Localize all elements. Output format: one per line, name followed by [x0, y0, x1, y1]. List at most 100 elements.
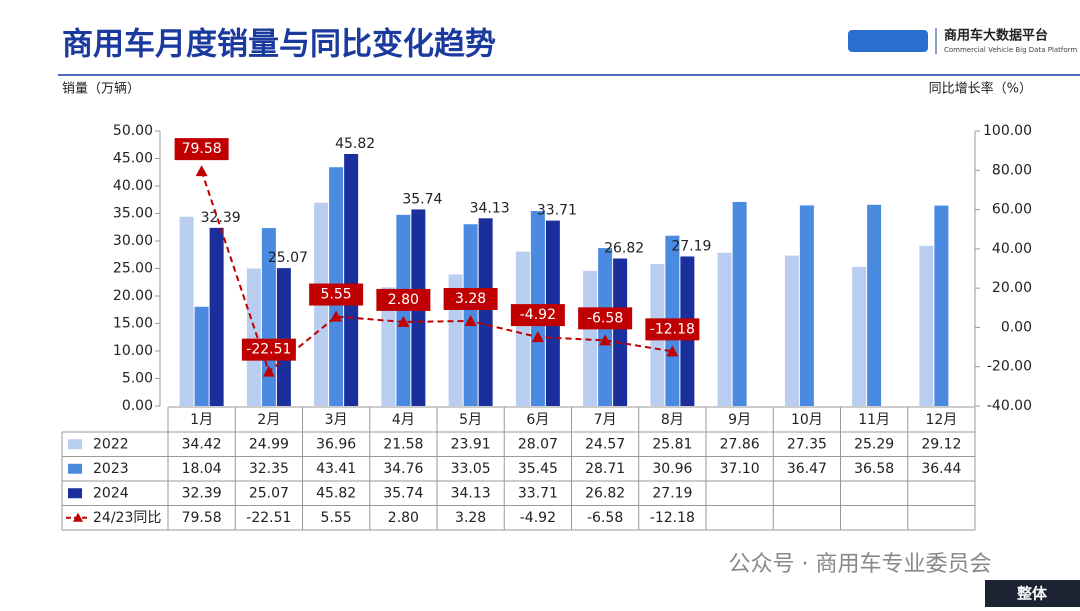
line-label-box [309, 283, 364, 306]
x-tick-label: 12月 [925, 412, 957, 428]
table-cell: 3.28 [455, 510, 486, 526]
table-cell: 5.55 [321, 510, 352, 526]
table-cell: 27.35 [787, 436, 827, 452]
y-tick-label: 35.00 [113, 206, 153, 222]
y-tick-label: 10.00 [113, 343, 153, 359]
table-cell: 23.91 [451, 436, 491, 452]
line-label-box [510, 304, 565, 327]
line-marker [464, 314, 477, 326]
bar [784, 255, 799, 406]
line-label-box [174, 138, 229, 161]
table-cell: 27.86 [720, 436, 760, 452]
line-label: 3.28 [455, 291, 486, 307]
table-cell: 18.04 [182, 461, 222, 477]
table-cell: -22.51 [246, 510, 291, 526]
bar-label: 26.82 [604, 240, 644, 256]
line-label-box [578, 307, 633, 330]
table-cell: 28.07 [518, 436, 558, 452]
watermark: 公众号 · 商用车专业委员会 [729, 552, 992, 577]
y-tick-label: 45.00 [113, 151, 153, 167]
y-tick-label: 5.00 [122, 371, 153, 387]
line-marker [195, 165, 208, 177]
bar-label: 32.39 [201, 210, 241, 226]
line-label: 79.58 [182, 141, 222, 157]
table-cell: 35.74 [383, 485, 423, 501]
legend-label: 2022 [93, 436, 129, 452]
table-cell: 27.19 [652, 485, 692, 501]
x-tick-label: 10月 [791, 412, 823, 428]
line-label: 2.80 [388, 292, 419, 308]
bar [732, 201, 747, 406]
line-label: -12.18 [650, 321, 695, 337]
bar [209, 227, 224, 406]
y-tick-label: 30.00 [113, 233, 153, 249]
table-cell: 26.82 [585, 485, 625, 501]
bar [934, 205, 949, 406]
bar [179, 216, 194, 406]
legend-swatch [68, 488, 82, 499]
bar [613, 258, 628, 406]
line-label-box [376, 288, 431, 311]
table-cell: 33.71 [518, 485, 558, 501]
y2-tick-label: 60.00 [992, 202, 1032, 218]
legend-label: 24/23同比 [93, 510, 161, 526]
x-tick-label: 1月 [190, 412, 213, 428]
y2-axis-label: 同比增长率（%） [929, 81, 1032, 97]
line-marker [262, 365, 275, 377]
bar [344, 153, 359, 406]
table-cell: 25.29 [854, 436, 894, 452]
y-tick-label: 15.00 [113, 316, 153, 332]
line-marker [397, 315, 410, 327]
table-cell: 32.35 [249, 461, 289, 477]
table-cell: 34.13 [451, 485, 491, 501]
table-cell: 32.39 [182, 485, 222, 501]
y2-tick-label: 0.00 [1001, 319, 1032, 335]
y2-tick-label: 20.00 [992, 280, 1032, 296]
line-label: -6.58 [587, 310, 623, 326]
bar [799, 205, 814, 406]
x-tick-label: 2月 [257, 412, 280, 428]
bar [583, 270, 598, 406]
table-cell: 79.58 [182, 510, 222, 526]
x-tick-label: 5月 [459, 412, 482, 428]
x-tick-label: 3月 [325, 412, 348, 428]
bar [478, 218, 493, 406]
table-cell: 33.05 [451, 461, 491, 477]
table-cell: 34.42 [182, 436, 222, 452]
table-cell: 36.47 [787, 461, 827, 477]
table-cell: 24.99 [249, 436, 289, 452]
tag: 整体 [1017, 585, 1048, 603]
logo-name: 商用车大数据平台 [944, 28, 1048, 44]
y-tick-label: 50.00 [113, 123, 153, 139]
legend-swatch [68, 439, 82, 450]
bar [515, 251, 530, 406]
line-label-box [443, 287, 498, 310]
line-label: 5.55 [321, 287, 352, 303]
bar-label: 35.74 [402, 191, 442, 207]
y2-tick-label: 40.00 [992, 241, 1032, 257]
table-cell: -4.92 [520, 510, 556, 526]
x-tick-label: 4月 [392, 412, 415, 428]
table-cell: 21.58 [383, 436, 423, 452]
table-cell: 25.81 [652, 436, 692, 452]
table-cell: 36.44 [921, 461, 961, 477]
line-marker [599, 334, 612, 346]
bar-label: 27.19 [671, 238, 711, 254]
line-marker [330, 310, 343, 322]
x-tick-label: 8月 [661, 412, 684, 428]
table-cell: 43.41 [316, 461, 356, 477]
table-cell: 29.12 [921, 436, 961, 452]
legend-marker [73, 512, 83, 522]
bar-label: 45.82 [335, 136, 375, 152]
table-cell: 25.07 [249, 485, 289, 501]
legend-label: 2023 [93, 461, 129, 477]
line-label-box [241, 338, 296, 361]
y-tick-label: 25.00 [113, 261, 153, 277]
bar [852, 266, 867, 406]
y2-tick-label: -40.00 [987, 398, 1032, 414]
logo-sub: Commercial Vehicle Big Data Platform [944, 46, 1077, 54]
y2-tick-label: 80.00 [992, 162, 1032, 178]
y2-tick-label: -20.00 [987, 359, 1032, 375]
table-cell: 35.45 [518, 461, 558, 477]
table-cell: -12.18 [650, 510, 695, 526]
